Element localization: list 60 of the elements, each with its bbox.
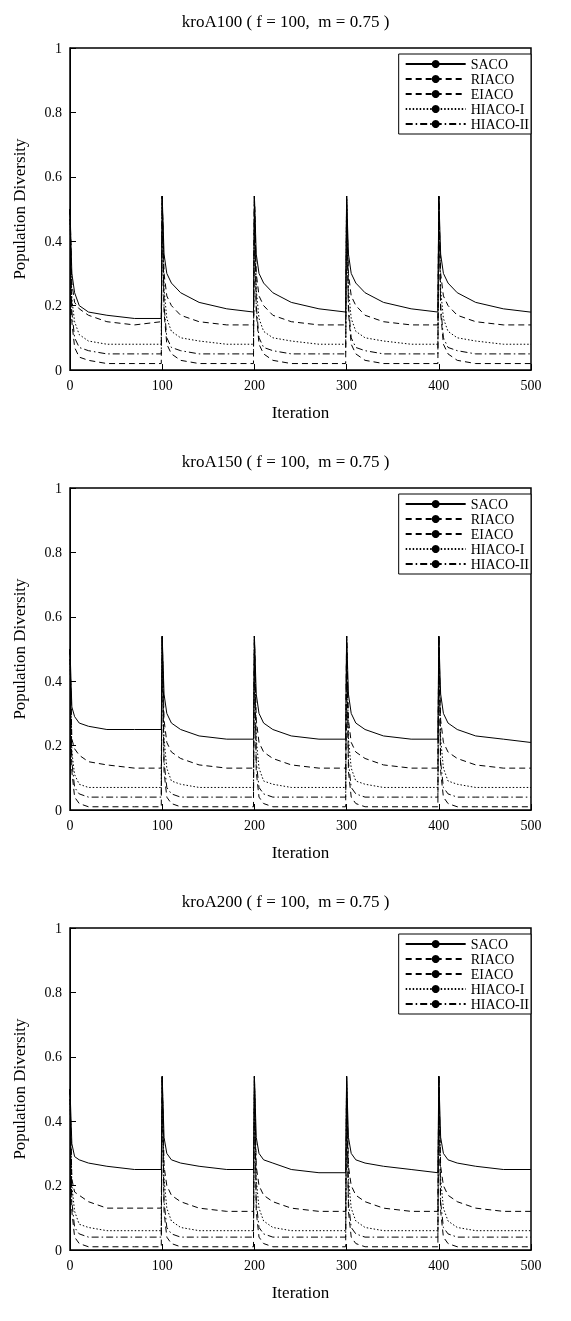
x-tick-label: 300	[336, 817, 358, 833]
x-tick-label: 0	[66, 1257, 74, 1273]
legend-label: HIACO-I	[470, 981, 525, 997]
y-tick-label: 1	[55, 40, 62, 56]
x-tick-label: 400	[428, 377, 450, 393]
y-tick-label: 1	[55, 920, 62, 936]
legend-label: HIACO-I	[470, 541, 525, 557]
y-tick-label: 0.6	[44, 609, 62, 625]
legend-label: EIACO	[470, 86, 514, 102]
y-tick-label: 0.8	[44, 104, 62, 120]
x-axis-title: Iteration	[271, 1283, 330, 1302]
y-tick-label: 0	[55, 802, 62, 818]
chart-title: kroA200 ( f = 100, m = 0.75 )	[181, 892, 390, 911]
x-tick-label: 400	[428, 817, 450, 833]
x-tick-label: 200	[243, 817, 265, 833]
legend-label: RIACO	[470, 71, 515, 87]
legend-label: SACO	[470, 496, 509, 512]
x-tick-label: 100	[151, 377, 173, 393]
y-tick-label: 0.2	[44, 738, 62, 754]
y-tick-label: 0	[55, 1242, 62, 1258]
y-tick-label: 0.6	[44, 1049, 62, 1065]
x-tick-label: 400	[428, 1257, 450, 1273]
x-tick-label: 300	[336, 377, 358, 393]
legend-label: HIACO-I	[470, 101, 525, 117]
x-tick-label: 300	[336, 1257, 358, 1273]
legend-label: HIACO-II	[470, 116, 530, 132]
y-tick-label: 0	[55, 362, 62, 378]
y-tick-label: 0.8	[44, 984, 62, 1000]
chart-title: kroA100 ( f = 100, m = 0.75 )	[181, 12, 390, 31]
x-tick-label: 100	[151, 817, 173, 833]
y-tick-label: 0.4	[44, 233, 62, 249]
y-axis-title: Population Diversity	[10, 577, 29, 720]
y-tick-label: 0.8	[44, 544, 62, 560]
x-tick-label: 200	[243, 1257, 265, 1273]
legend-label: HIACO-II	[470, 996, 530, 1012]
x-tick-label: 0	[66, 817, 74, 833]
y-tick-label: 0.2	[44, 1178, 62, 1194]
legend-label: HIACO-II	[470, 556, 530, 572]
x-axis-title: Iteration	[271, 403, 330, 422]
y-axis-title: Population Diversity	[10, 137, 29, 280]
y-tick-label: 0.6	[44, 169, 62, 185]
x-tick-label: 100	[151, 1257, 173, 1273]
legend-label: RIACO	[470, 511, 515, 527]
y-axis-title: Population Diversity	[10, 1017, 29, 1160]
x-axis-title: Iteration	[271, 843, 330, 862]
legend-label: RIACO	[470, 951, 515, 967]
legend-label: EIACO	[470, 526, 514, 542]
y-tick-label: 1	[55, 480, 62, 496]
legend-label: SACO	[470, 56, 509, 72]
x-tick-label: 0	[66, 377, 74, 393]
x-tick-label: 500	[520, 817, 542, 833]
x-tick-label: 500	[520, 1257, 542, 1273]
y-tick-label: 0.2	[44, 298, 62, 314]
y-tick-label: 0.4	[44, 673, 62, 689]
legend-label: EIACO	[470, 966, 514, 982]
legend-label: SACO	[470, 936, 509, 952]
chart-title: kroA150 ( f = 100, m = 0.75 )	[181, 452, 390, 471]
x-tick-label: 500	[520, 377, 542, 393]
x-tick-label: 200	[243, 377, 265, 393]
y-tick-label: 0.4	[44, 1113, 62, 1129]
